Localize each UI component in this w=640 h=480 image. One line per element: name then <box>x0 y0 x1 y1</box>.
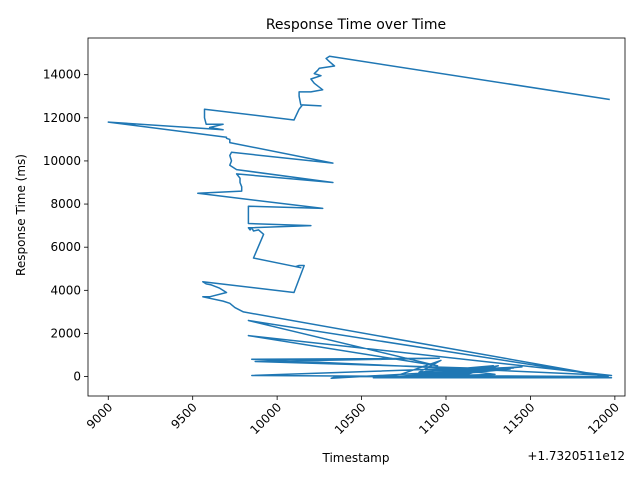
x-axis-offset-label: +1.7320511e12 <box>527 449 625 463</box>
chart-title: Response Time over Time <box>266 17 446 33</box>
y-tick-label: 4000 <box>50 283 81 297</box>
y-tick-label: 8000 <box>50 197 81 211</box>
y-tick-label: 14000 <box>43 68 81 82</box>
y-tick-label: 0 <box>73 370 81 384</box>
y-tick-label: 10000 <box>43 154 81 168</box>
y-tick-label: 6000 <box>50 240 81 254</box>
plot-frame <box>87 37 626 397</box>
y-axis: 0 2000 4000 6000 8000 10000 12000 14000 <box>43 68 88 384</box>
y-axis-label: Response Time (ms) <box>14 154 28 276</box>
y-tick-label: 12000 <box>43 111 81 125</box>
x-axis-label: Timestamp <box>322 451 390 465</box>
y-tick-label: 2000 <box>50 326 81 340</box>
series-line-0 <box>107 55 613 380</box>
series-group <box>107 55 613 380</box>
